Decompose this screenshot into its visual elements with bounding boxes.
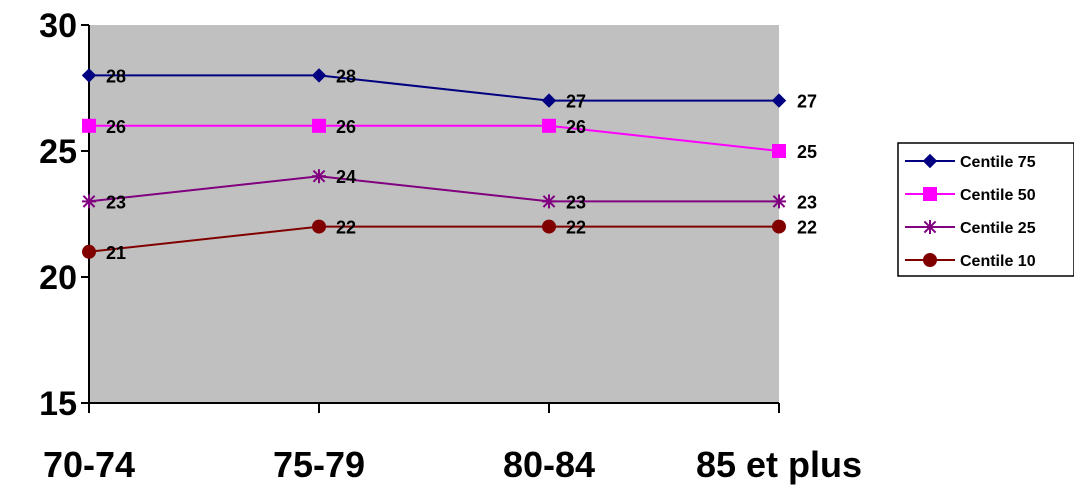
legend: Centile 75 Centile 50 Centile 25 Centile 10 — [897, 142, 1074, 277]
y-tick-label: 25 — [39, 133, 77, 171]
series-layer — [81, 68, 787, 259]
data-label-centile-25: 23 — [106, 192, 126, 212]
legend-marker — [923, 187, 937, 201]
data-point-centile-50 — [772, 144, 786, 158]
x-tick-label: 85 et plus — [696, 444, 862, 485]
data-point-centile-75 — [311, 68, 327, 83]
data-label-centile-50: 26 — [336, 117, 356, 137]
data-point-centile-10 — [542, 219, 556, 234]
data-label-centile-10: 22 — [566, 218, 586, 238]
series-line-centile-10 — [88, 225, 779, 253]
series-centile-25 — [82, 169, 786, 209]
legend-label: Centile 75 — [960, 154, 1036, 171]
data-label-centile-25: 23 — [797, 192, 817, 212]
data-label-centile-50: 26 — [106, 117, 126, 137]
legend-label: Centile 25 — [960, 220, 1036, 237]
data-label-centile-75: 27 — [566, 92, 586, 112]
series-centile-10 — [82, 219, 786, 259]
axes: 15 20 25 30 70-74 75-79 80-84 85 et plus — [39, 7, 862, 485]
data-point-centile-50 — [312, 118, 326, 133]
plot-area — [89, 25, 779, 403]
data-labels: 28 28 27 27 26 26 26 25 23 24 23 23 21 22 22 22 — [106, 66, 817, 262]
data-label-centile-75: 27 — [797, 92, 817, 112]
data-label-centile-50: 25 — [797, 142, 817, 162]
legend-item-centile-50: Centile 50 — [905, 187, 1036, 204]
data-label-centile-10: 21 — [106, 243, 126, 263]
legend-marker — [923, 220, 937, 234]
y-tick-label: 20 — [39, 259, 77, 297]
data-point-centile-10 — [772, 219, 786, 234]
x-tick-label: 70-74 — [43, 444, 135, 485]
legend-item-centile-25: Centile 25 — [905, 220, 1036, 237]
data-point-centile-10 — [312, 219, 326, 234]
data-point-centile-75 — [541, 93, 557, 108]
data-label-centile-25: 23 — [566, 192, 586, 212]
data-label-centile-10: 22 — [797, 218, 817, 238]
legend-label: Centile 10 — [960, 253, 1036, 270]
data-point-centile-75 — [81, 68, 97, 83]
y-tick-label: 30 — [39, 7, 77, 45]
data-label-centile-25: 24 — [336, 167, 356, 187]
y-tick-label: 15 — [39, 385, 77, 423]
legend-item-centile-75: Centile 75 — [905, 153, 1036, 171]
data-point-centile-25 — [312, 169, 326, 184]
series-line-centile-50 — [89, 124, 780, 152]
data-point-centile-75 — [771, 93, 787, 108]
x-tick-label: 75-79 — [273, 444, 365, 485]
legend-marker — [922, 153, 938, 169]
legend-marker — [923, 253, 937, 267]
series-centile-50 — [82, 118, 786, 158]
series-line-centile-75 — [89, 74, 779, 102]
x-tick-label: 80-84 — [503, 444, 595, 485]
data-point-centile-10 — [82, 244, 96, 259]
legend-label: Centile 50 — [960, 187, 1036, 204]
series-centile-75 — [81, 68, 787, 108]
data-label-centile-75: 28 — [106, 66, 126, 86]
data-label-centile-50: 26 — [566, 117, 586, 137]
legend-item-centile-10: Centile 10 — [905, 253, 1036, 270]
data-point-centile-25 — [82, 194, 96, 209]
data-point-centile-50 — [542, 118, 556, 133]
data-label-centile-75: 28 — [336, 66, 356, 86]
data-label-centile-10: 22 — [336, 218, 356, 238]
data-point-centile-50 — [82, 118, 96, 133]
data-point-centile-25 — [772, 194, 786, 209]
series-line-centile-25 — [88, 175, 779, 203]
data-point-centile-25 — [542, 194, 556, 209]
